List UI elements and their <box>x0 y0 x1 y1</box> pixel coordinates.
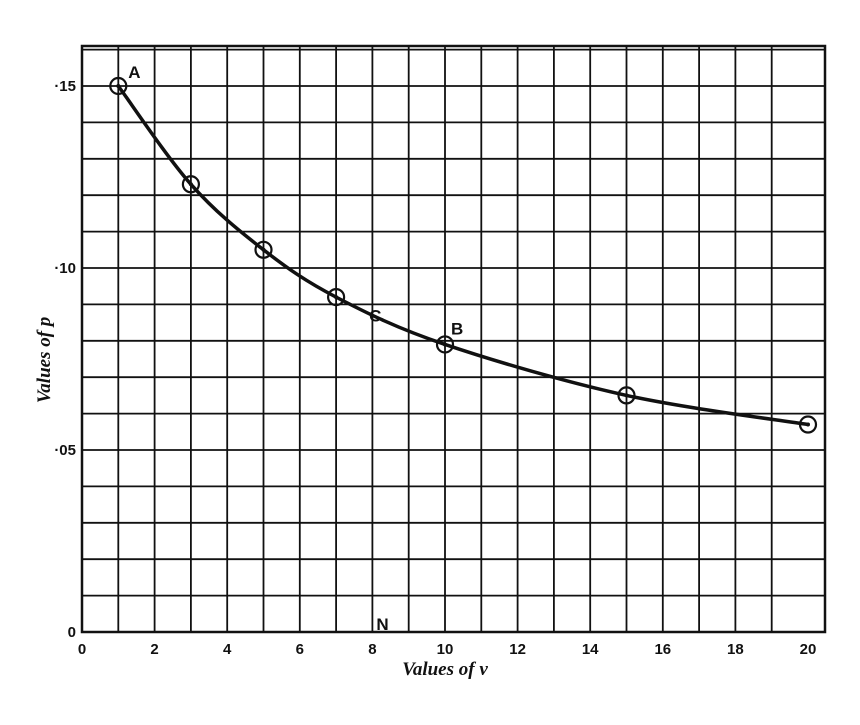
annotation-a: A <box>128 63 140 82</box>
y-tick-label: ·15 <box>54 78 76 95</box>
x-tick-label: 6 <box>296 641 304 658</box>
annotation-n: N <box>376 615 388 634</box>
x-tick-label: 2 <box>150 641 158 658</box>
x-tick-label: 10 <box>437 641 454 658</box>
data-point-center <box>261 247 266 252</box>
x-tick-label: 8 <box>368 641 376 658</box>
y-axis-title: Values of p <box>34 317 55 404</box>
x-tick-label: 20 <box>800 641 817 658</box>
annotations: A C B N <box>128 63 463 634</box>
data-point <box>617 386 636 405</box>
annotation-c: C <box>369 307 381 326</box>
x-axis-title: Values of v <box>402 659 488 680</box>
data-point <box>109 76 128 96</box>
x-tick-label: 0 <box>78 641 86 658</box>
plot-frame <box>80 44 827 634</box>
y-tick-label: ·10 <box>54 260 76 277</box>
y-tick-label: 0 <box>68 624 76 641</box>
data-point <box>798 415 818 434</box>
data-point-center <box>443 342 447 347</box>
data-point-center <box>624 393 629 398</box>
y-tick-label: ·05 <box>54 442 76 459</box>
x-tick-label: 4 <box>223 641 232 658</box>
curve-layer <box>116 84 810 427</box>
data-point <box>254 240 273 259</box>
series-line <box>116 84 810 427</box>
data-point <box>327 288 346 307</box>
data-point <box>435 335 455 354</box>
x-tick-label: 18 <box>727 641 744 658</box>
tick-labels: 0 2 4 6 8 10 12 14 16 18 20 0 ·05 ·10 ·15 <box>54 78 816 658</box>
x-tick-label: 16 <box>654 641 671 658</box>
data-point <box>181 175 200 194</box>
marker-layer <box>109 76 818 434</box>
data-point-center <box>334 295 339 300</box>
x-tick-label: 14 <box>582 641 599 658</box>
x-tick-label: 12 <box>509 641 526 658</box>
data-point-center <box>188 182 193 187</box>
grid <box>80 44 827 634</box>
annotation-b: B <box>451 319 463 338</box>
data-point-center <box>806 422 810 427</box>
data-point-center <box>116 84 121 88</box>
